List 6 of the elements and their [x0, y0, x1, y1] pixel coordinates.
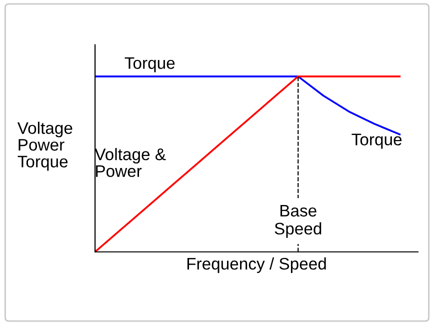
series-label: Voltage & Power: [94, 148, 166, 177]
y-axis-title: Voltage Power Torque: [17, 122, 72, 171]
x-axis-title: Frequency / Speed: [187, 257, 326, 273]
annotation: Base Speed: [274, 204, 322, 238]
annotation: Torque: [352, 134, 402, 149]
series-label: Torque: [124, 57, 175, 72]
